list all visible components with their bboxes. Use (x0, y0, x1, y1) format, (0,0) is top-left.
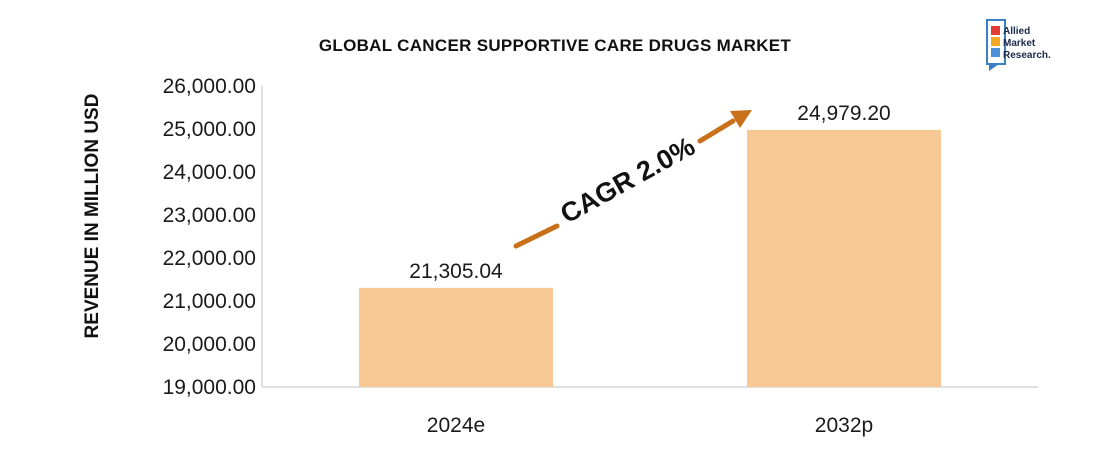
logo-square-blue-icon (991, 48, 1000, 57)
logo-square-orange-icon (991, 37, 1000, 46)
y-tick-label: 24,000.00 (163, 161, 256, 184)
y-tick-label: 25,000.00 (163, 118, 256, 141)
x-tick-label-2024e: 2024e (427, 414, 485, 437)
y-tick-labels: 19,000.00 20,000.00 21,000.00 22,000.00 23,0… (163, 75, 256, 399)
y-tick-label: 22,000.00 (163, 247, 256, 270)
chart-title: GLOBAL CANCER SUPPORTIVE CARE DRUGS MARK… (319, 36, 792, 55)
cagr-annotation: CAGR 2.0% (513, 110, 752, 249)
cagr-label: CAGR 2.0% (555, 131, 699, 229)
y-tick-label: 19,000.00 (163, 376, 256, 399)
y-axis-label: REVENUE IN MILLION USD (82, 94, 103, 339)
cagr-arrow-shaft (697, 118, 736, 144)
bar-2032p (747, 129, 941, 387)
y-tick-label: 26,000.00 (163, 75, 256, 98)
allied-market-research-logo: Allied Market Research. (986, 19, 1051, 71)
cagr-arrowhead-icon (730, 110, 752, 128)
data-label-2024e: 21,305.04 (409, 260, 503, 283)
logo-line-1: Allied (1003, 26, 1030, 37)
data-label-2032p: 24,979.20 (797, 102, 890, 125)
bars (359, 129, 941, 387)
y-tick-label: 23,000.00 (163, 204, 256, 227)
cagr-arrow-tail (513, 223, 560, 249)
category-labels: 2024e 2032p (427, 414, 873, 437)
logo-tail-icon (989, 64, 999, 71)
bar-2024e (359, 287, 553, 387)
y-tick-label: 20,000.00 (163, 333, 256, 356)
x-tick-label-2032p: 2032p (815, 414, 873, 437)
logo-square-red-icon (991, 26, 1000, 35)
logo-line-3: Research. (1003, 50, 1051, 61)
y-tick-label: 21,000.00 (163, 290, 256, 313)
data-labels: 21,305.04 24,979.20 (409, 102, 890, 283)
logo-line-2: Market (1003, 38, 1036, 49)
